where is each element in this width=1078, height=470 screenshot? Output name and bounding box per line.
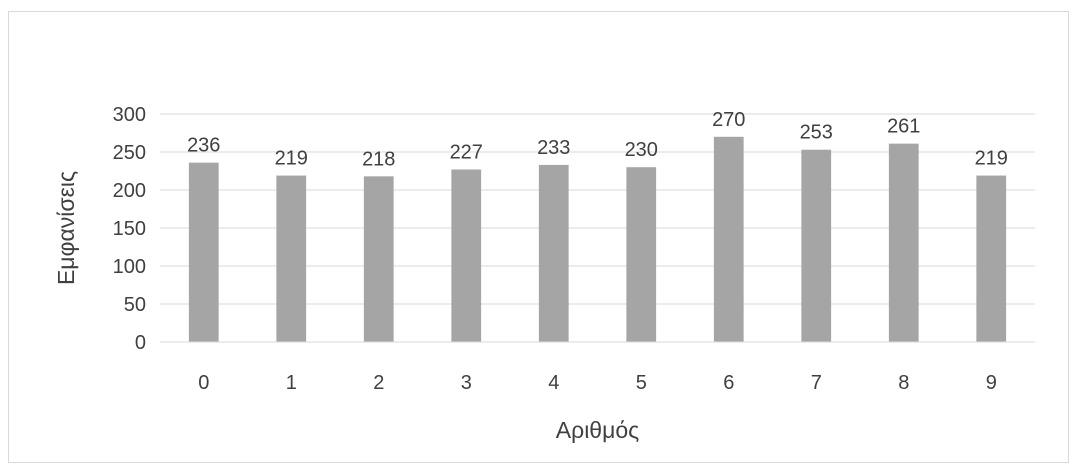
x-axis-title: Αριθμός bbox=[556, 417, 639, 443]
y-tick-label: 250 bbox=[113, 142, 146, 164]
x-tick-label: 4 bbox=[548, 372, 559, 394]
y-tick-label: 150 bbox=[113, 218, 146, 240]
bar bbox=[451, 169, 482, 342]
bar bbox=[801, 149, 832, 342]
x-tick-label: 6 bbox=[723, 372, 734, 394]
x-tick-label: 2 bbox=[373, 372, 384, 394]
bar bbox=[626, 167, 657, 342]
x-tick-label: 8 bbox=[898, 372, 909, 394]
data-label: 219 bbox=[275, 148, 308, 170]
y-tick-label: 50 bbox=[124, 294, 146, 316]
x-tick-label: 9 bbox=[986, 372, 997, 394]
data-label: 219 bbox=[975, 148, 1008, 170]
data-label: 253 bbox=[800, 122, 833, 144]
y-tick-label: 0 bbox=[135, 332, 146, 354]
data-label: 218 bbox=[362, 148, 395, 170]
data-label: 230 bbox=[625, 139, 658, 161]
x-axis-ticks: 0 1 2 3 4 5 6 7 8 9 bbox=[198, 372, 997, 394]
x-tick-label: 7 bbox=[811, 372, 822, 394]
data-labels: 236 219 218 227 233 230 270 253 261 219 bbox=[187, 109, 1008, 171]
data-label: 270 bbox=[712, 109, 745, 131]
y-tick-label: 300 bbox=[113, 104, 146, 126]
data-label: 236 bbox=[187, 135, 220, 157]
bar bbox=[976, 175, 1007, 342]
x-tick-label: 0 bbox=[198, 372, 209, 394]
x-tick-label: 5 bbox=[636, 372, 647, 394]
bar bbox=[888, 143, 919, 342]
bars bbox=[188, 136, 1007, 342]
y-tick-label: 200 bbox=[113, 180, 146, 202]
y-tick-label: 100 bbox=[113, 256, 146, 278]
data-label: 227 bbox=[450, 141, 483, 163]
bar bbox=[276, 175, 307, 342]
x-tick-label: 1 bbox=[286, 372, 297, 394]
bar bbox=[713, 136, 744, 342]
bar bbox=[538, 164, 569, 342]
x-tick-label: 3 bbox=[461, 372, 472, 394]
y-axis-title: Εμφανίσεις bbox=[53, 171, 79, 285]
data-label: 233 bbox=[537, 137, 570, 159]
y-axis-ticks: 0 50 100 150 200 250 300 bbox=[113, 104, 146, 354]
bar bbox=[363, 176, 394, 342]
bar bbox=[188, 162, 219, 342]
data-label: 261 bbox=[887, 116, 920, 138]
